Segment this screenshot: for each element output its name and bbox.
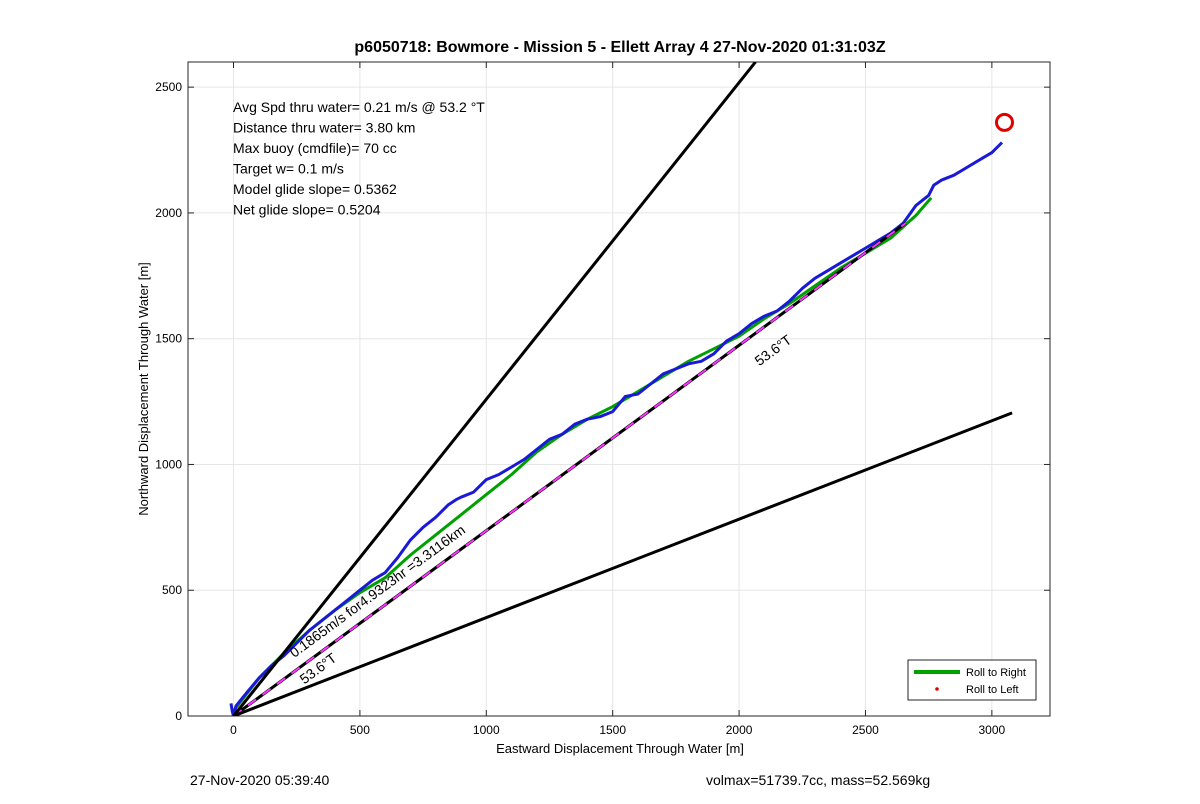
footer-vehicle-info: volmax=51739.7cc, mass=52.569kg	[706, 772, 931, 788]
speed-label: 0.1865m/s for4.9323hr =3.3116km	[287, 521, 469, 660]
legend-label-roll-right: Roll to Right	[966, 667, 1026, 679]
x-tick-label: 0	[230, 723, 237, 737]
series-net-track-magenta	[232, 222, 907, 716]
y-tick-label: 500	[162, 583, 182, 597]
annotation-line: Net glide slope= 0.5204	[233, 202, 381, 218]
footer-timestamp: 27-Nov-2020 05:39:40	[190, 772, 330, 788]
x-axis: 0 500 1000 1500 2000 2500 3000	[230, 62, 1006, 737]
x-axis-label: Eastward Displacement Through Water [m]	[496, 741, 744, 756]
plot-area	[187, 61, 1051, 717]
heading-label-upper: 53.6°T	[752, 331, 795, 369]
y-tick-label: 2500	[155, 80, 182, 94]
y-axis-label: Northward Displacement Through Water [m]	[136, 262, 151, 516]
legend-label-roll-left: Roll to Left	[966, 684, 1019, 696]
chart-title: p6050718: Bowmore - Mission 5 - Ellett A…	[354, 39, 885, 56]
grid	[188, 62, 1050, 717]
y-axis: 0 500 1000 1500 2000 2500	[155, 80, 1050, 723]
annotation-line: Distance thru water= 3.80 km	[233, 120, 415, 136]
x-tick-label: 1000	[473, 723, 500, 737]
annotation-line: Model glide slope= 0.5362	[233, 181, 397, 197]
annotation-line: Target w= 0.1 m/s	[233, 161, 344, 177]
annotations: Avg Spd thru water= 0.21 m/s @ 53.2 °T Di…	[233, 99, 485, 218]
x-tick-label: 3000	[979, 723, 1006, 737]
series-lower-bound-line	[232, 411, 1013, 716]
series-track-line	[229, 141, 1004, 716]
series-roll-to-right-line	[232, 196, 933, 712]
x-tick-label: 2000	[726, 723, 753, 737]
y-tick-label: 1500	[155, 332, 182, 346]
legend-box	[907, 659, 1037, 701]
annotation-line: Max buoy (cmdfile)= 70 cc	[233, 140, 397, 156]
series-upper-bound-line	[232, 62, 757, 716]
y-tick-label: 2000	[155, 206, 182, 220]
series-roll-to-left-marker	[994, 112, 1014, 132]
y-tick-label: 0	[175, 709, 182, 723]
legend-swatch-roll-left	[935, 687, 939, 691]
x-tick-label: 500	[350, 723, 370, 737]
annotation-line: Avg Spd thru water= 0.21 m/s @ 53.2 °T	[233, 99, 485, 115]
x-tick-label: 1500	[599, 723, 626, 737]
x-tick-label: 2500	[852, 723, 879, 737]
series-group	[229, 62, 1014, 716]
y-tick-label: 1000	[155, 457, 182, 471]
legend: Roll to Right Roll to Left	[907, 659, 1037, 701]
